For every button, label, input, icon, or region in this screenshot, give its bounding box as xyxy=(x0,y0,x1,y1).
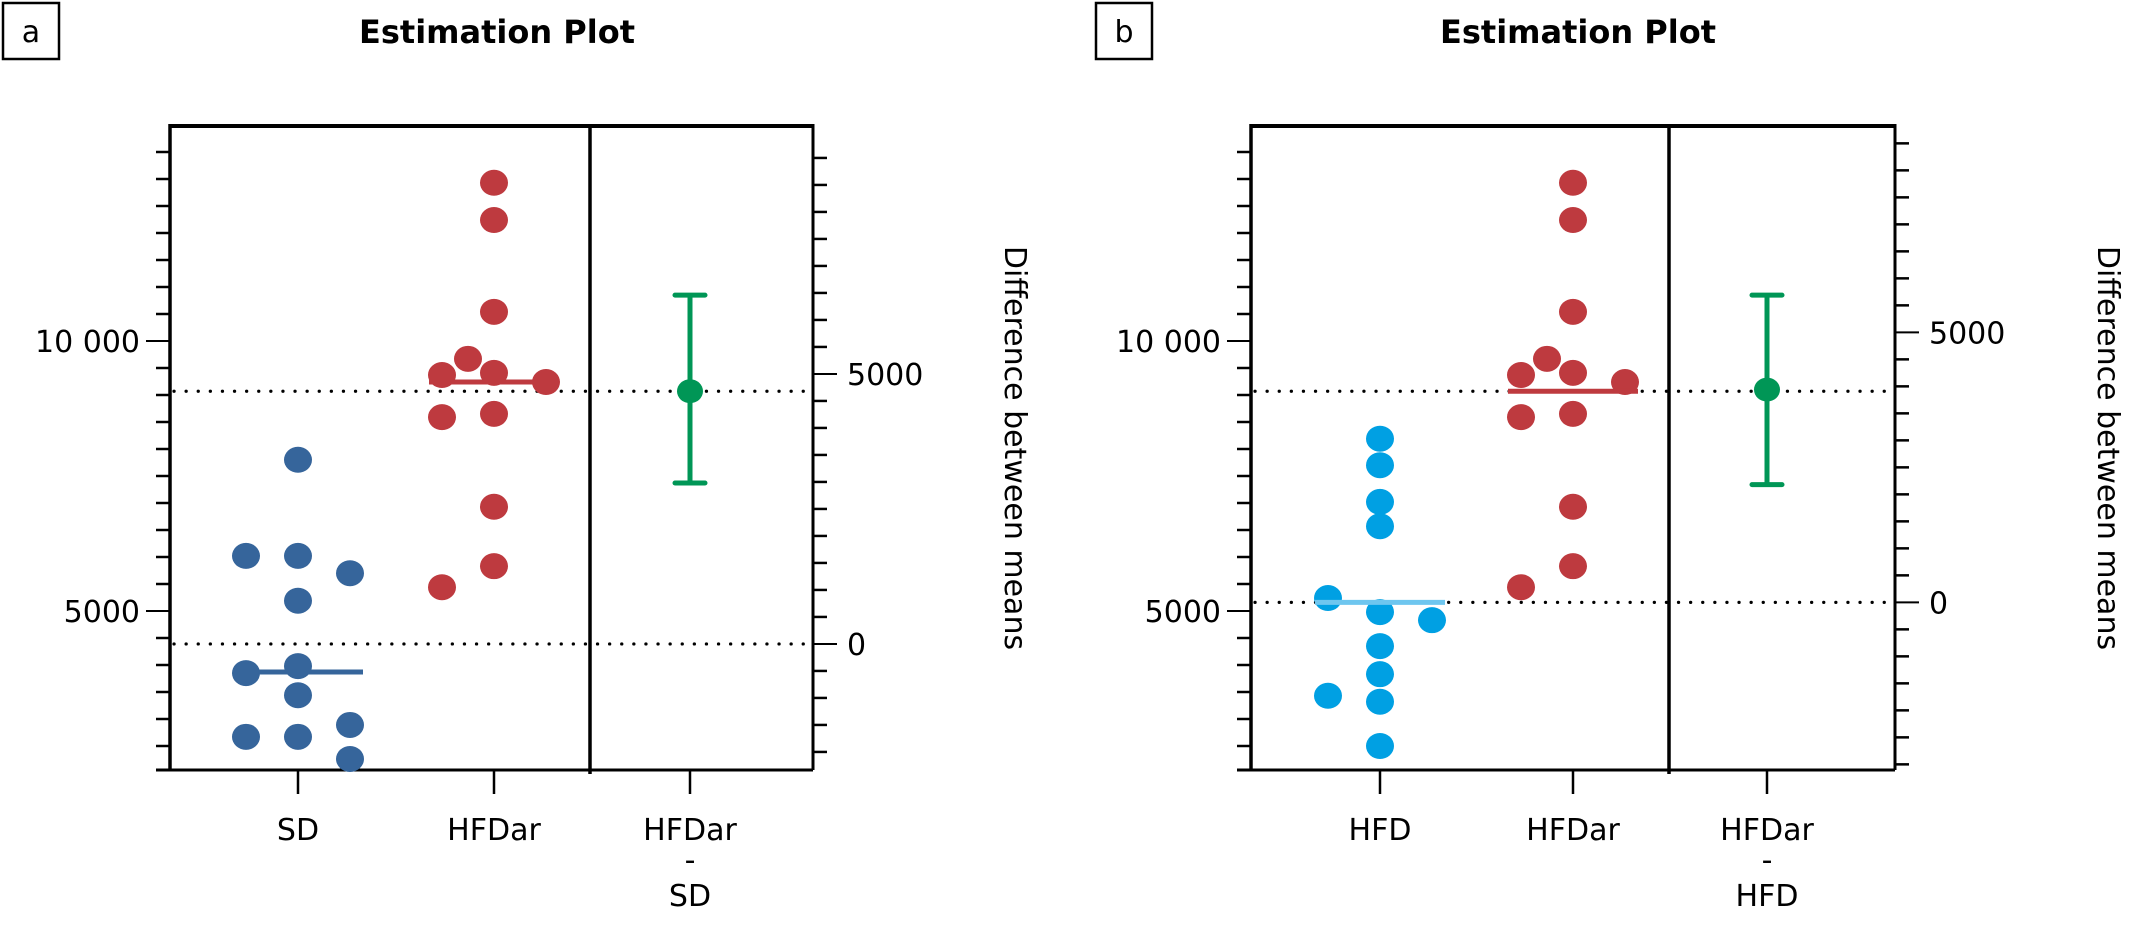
data-point-hfdar xyxy=(1559,169,1587,196)
panel-a: a Estimation Plot 5000 10 000 0 5000 SD HFDar… xyxy=(1,1,1032,914)
x-category-label: - xyxy=(685,843,696,878)
data-point-hfdar xyxy=(480,298,508,325)
panel-b-title: Estimation Plot xyxy=(1440,13,1716,51)
data-point-hfdar xyxy=(1559,359,1587,386)
series-hfdar xyxy=(1507,169,1639,601)
data-point-hfd xyxy=(1314,585,1342,612)
x-category-label: SD xyxy=(669,879,711,914)
panel-b-letter-box xyxy=(1094,1,1154,61)
y2-tick-label: 0 xyxy=(847,628,866,663)
data-point-hfdar xyxy=(454,345,482,372)
data-point-hfd xyxy=(1418,607,1446,634)
x-category-label: HFDar xyxy=(1720,813,1814,848)
data-point-sd xyxy=(232,723,260,750)
data-point-hfdar xyxy=(1507,574,1535,601)
panel-b-letter: b xyxy=(1114,15,1133,50)
data-point-hfdar xyxy=(1507,404,1535,431)
y-tick-label: 5000 xyxy=(1145,595,1221,630)
difference-estimate xyxy=(672,292,708,486)
mean-difference-point xyxy=(677,379,703,404)
data-point-hfdar xyxy=(428,574,456,601)
data-point-hfd xyxy=(1366,452,1394,479)
panel-a-y2-axis-title: Difference between means xyxy=(997,246,1032,650)
x-category-label: HFDar xyxy=(643,813,737,848)
data-point-hfd xyxy=(1366,513,1394,540)
series-sd xyxy=(232,446,364,772)
x-category-label: HFD xyxy=(1736,879,1799,914)
data-point-sd xyxy=(284,653,312,680)
data-point-hfdar xyxy=(1559,400,1587,427)
data-point-hfdar xyxy=(1559,553,1587,580)
data-point-hfdar xyxy=(480,169,508,196)
x-category-label: HFDar xyxy=(1526,813,1620,848)
data-point-hfd xyxy=(1366,488,1394,515)
y-tick-label: 10 000 xyxy=(1116,325,1221,360)
data-point-hfdar xyxy=(480,207,508,234)
data-point-sd xyxy=(336,711,364,738)
data-point-sd xyxy=(232,542,260,569)
data-point-sd xyxy=(336,745,364,772)
data-point-hfd xyxy=(1314,682,1342,709)
y2-tick-label: 5000 xyxy=(847,358,923,393)
data-point-hfdar xyxy=(480,553,508,580)
data-point-hfdar xyxy=(1533,345,1561,372)
y2-tick-label: 5000 xyxy=(1929,316,2005,351)
x-category-label: - xyxy=(1762,843,1773,878)
y-tick-label: 10 000 xyxy=(35,325,140,360)
x-category-label: HFDar xyxy=(447,813,541,848)
series-hfd xyxy=(1314,425,1446,759)
data-point-hfd xyxy=(1366,599,1394,626)
y2-tick-label: 0 xyxy=(1929,586,1948,621)
data-point-hfdar xyxy=(1559,298,1587,325)
panel-b-y2-axis-title: Difference between means xyxy=(2090,246,2125,650)
data-point-sd xyxy=(284,542,312,569)
x-category-label: HFD xyxy=(1349,813,1412,848)
difference-estimate xyxy=(1749,292,1785,488)
data-point-hfdar xyxy=(480,359,508,386)
data-point-hfd xyxy=(1366,733,1394,759)
panel-b: b Estimation Plot 5000 10 000 0 5000 HFD HFDa… xyxy=(1094,1,2125,914)
data-point-hfd xyxy=(1366,688,1394,715)
panel-a-letter: a xyxy=(22,15,40,50)
data-point-hfdar xyxy=(1611,369,1639,396)
data-point-sd xyxy=(336,560,364,587)
data-point-sd xyxy=(284,723,312,750)
data-point-hfd xyxy=(1366,661,1394,688)
data-point-sd xyxy=(284,446,312,473)
panel-a-title: Estimation Plot xyxy=(359,13,635,51)
data-point-sd xyxy=(284,682,312,709)
y-tick-label: 5000 xyxy=(64,595,140,630)
mean-difference-point xyxy=(1754,377,1780,402)
data-point-hfdar xyxy=(428,404,456,431)
data-point-hfdar xyxy=(480,493,508,520)
data-point-hfd xyxy=(1366,633,1394,660)
data-point-hfdar xyxy=(1559,207,1587,234)
x-category-label: SD xyxy=(277,813,319,848)
data-point-hfdar xyxy=(480,400,508,427)
data-point-hfdar xyxy=(1559,493,1587,520)
series-hfdar xyxy=(428,169,560,601)
panel-a-letter-box xyxy=(1,1,61,61)
data-point-sd xyxy=(284,587,312,614)
data-point-hfd xyxy=(1366,425,1394,452)
data-point-hfdar xyxy=(1507,362,1535,389)
